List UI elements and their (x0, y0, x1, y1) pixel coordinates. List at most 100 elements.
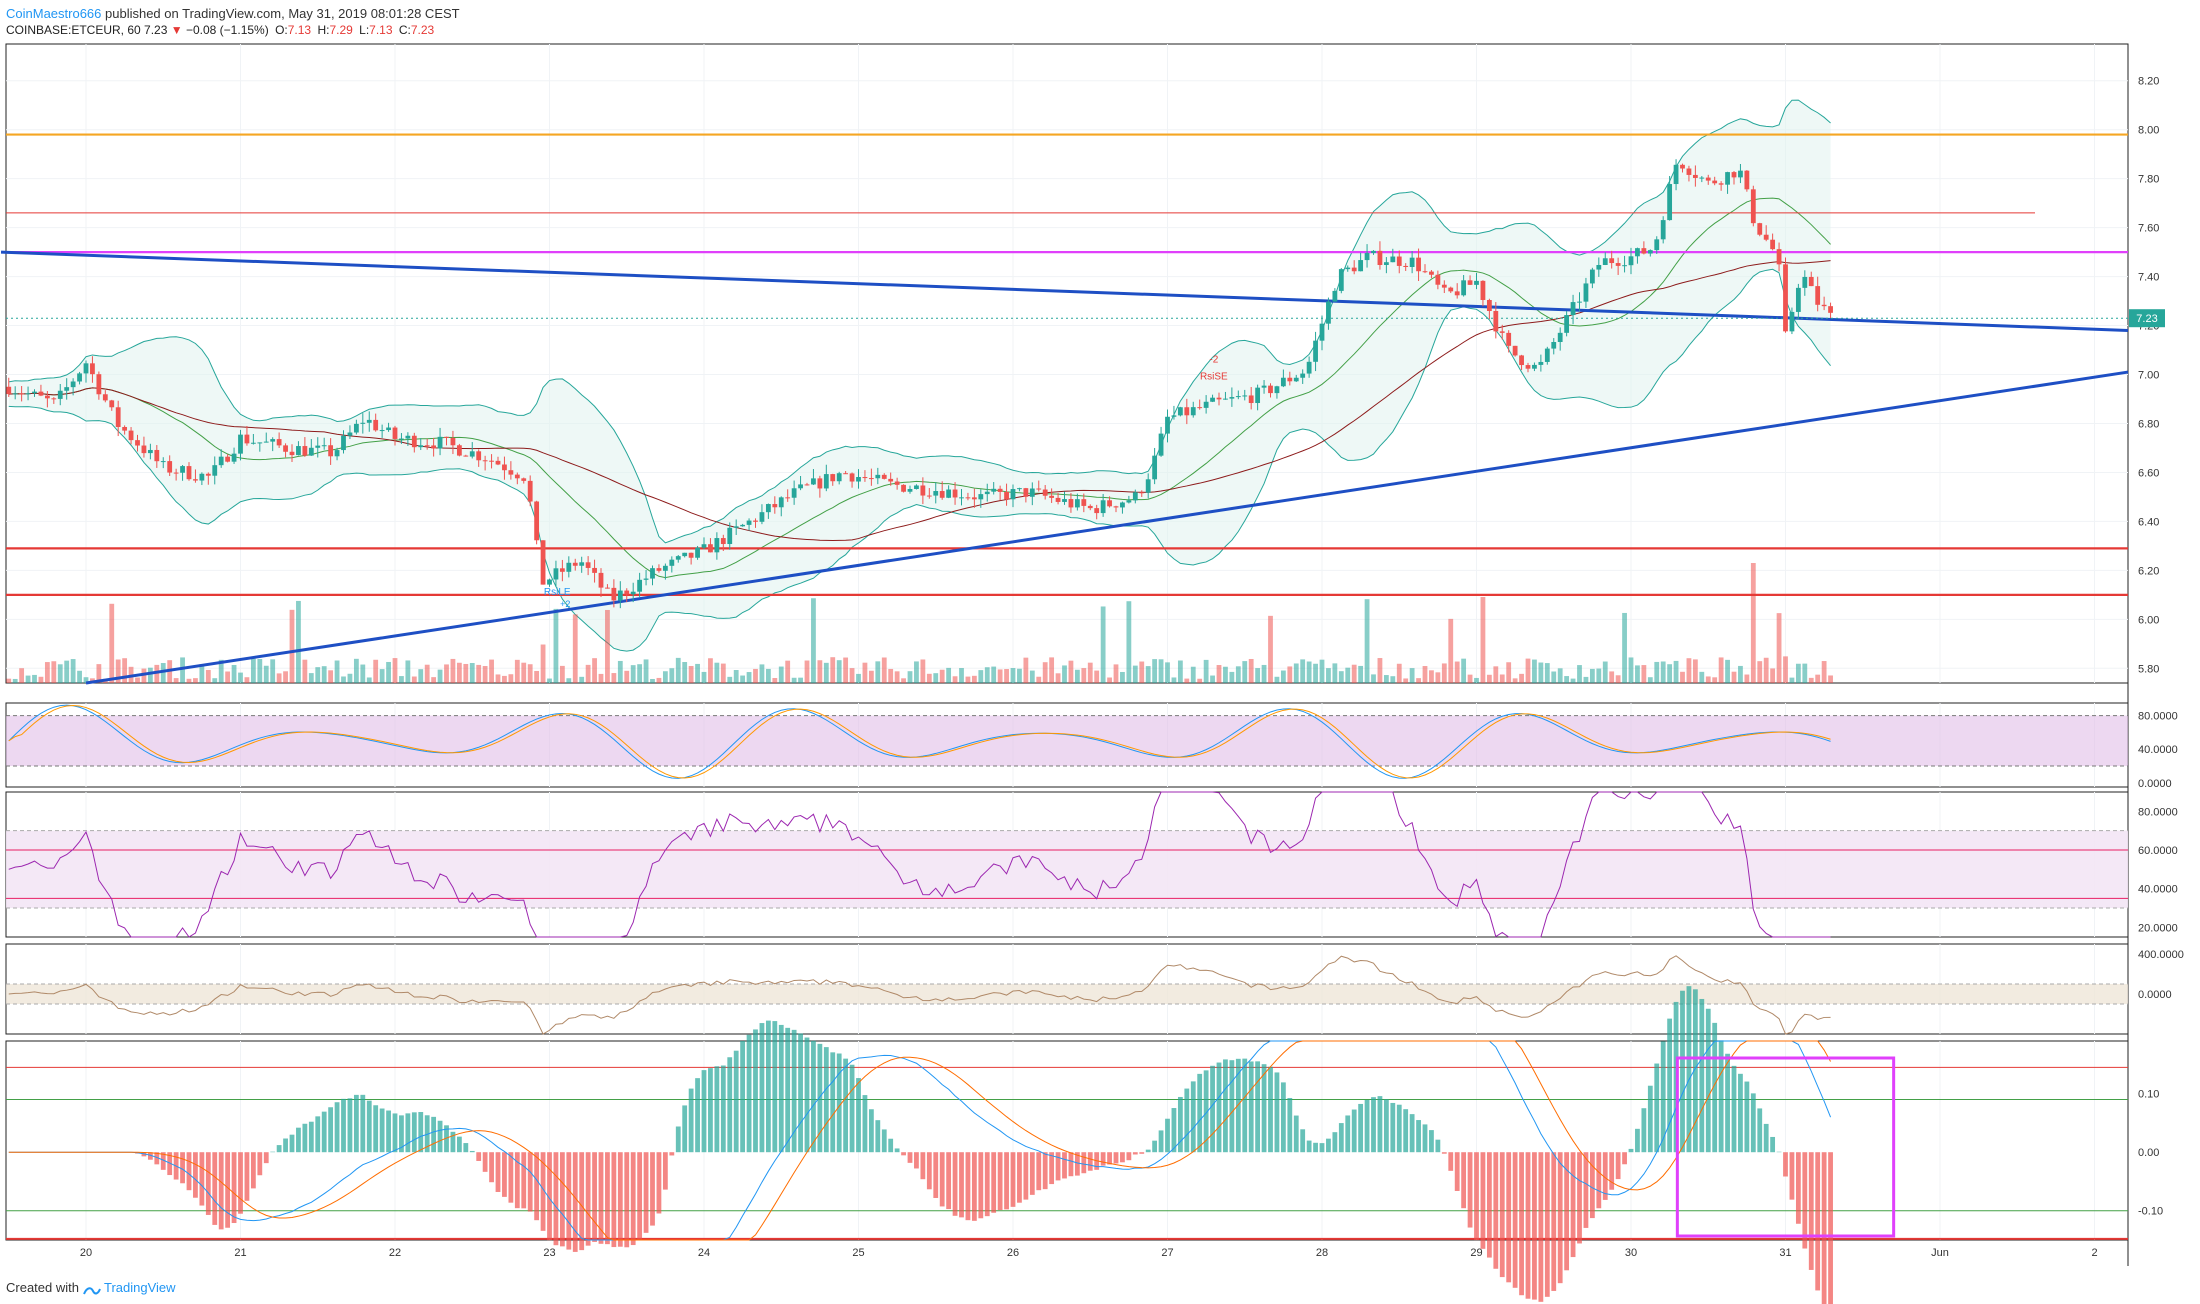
macd-histogram-bar (218, 1152, 224, 1230)
macd-histogram-bar (926, 1152, 932, 1190)
candle-body (1596, 264, 1602, 270)
author-link[interactable]: CoinMaestro666 (6, 6, 102, 21)
macd-histogram-bar (875, 1120, 881, 1153)
candle-body (1358, 260, 1364, 272)
volume-bar (1512, 678, 1518, 683)
volume-bar (669, 668, 675, 683)
macd-histogram-bar (521, 1152, 527, 1209)
candle-body (1280, 377, 1286, 387)
volume-bar (38, 676, 44, 683)
volume-bar (257, 659, 263, 683)
volume-bar (1049, 657, 1055, 683)
volume-bar (386, 661, 391, 683)
candle-body (257, 442, 263, 444)
candle-body (38, 391, 44, 396)
candle-body (1680, 164, 1685, 169)
candle-body (1268, 385, 1273, 394)
volume-bar (25, 675, 31, 683)
candle-body (1673, 164, 1679, 185)
volume-bar (341, 676, 346, 683)
candle-body (1113, 506, 1119, 508)
candle-body (1622, 265, 1627, 267)
macd-histogram-bar (1390, 1102, 1396, 1153)
volume-bar (1261, 664, 1267, 683)
macd-histogram-bar (1120, 1152, 1125, 1163)
volume-bar (1197, 678, 1203, 683)
volume-bar (765, 668, 771, 683)
volume-bar (637, 664, 643, 683)
volume-bar (914, 661, 919, 683)
macd-histogram-bar (147, 1152, 153, 1160)
volume-bar (1300, 659, 1306, 683)
volume-bar (1828, 675, 1833, 683)
macd-histogram-bar (804, 1037, 810, 1153)
volume-bar (263, 665, 269, 683)
volume-bar (1692, 659, 1698, 683)
candle-body (1654, 239, 1660, 251)
price-tick-label: 8.00 (2138, 125, 2159, 137)
macd-histogram-bar (1647, 1085, 1653, 1153)
candle-body (605, 587, 610, 589)
volume-bar (875, 661, 881, 683)
candle-body (1313, 340, 1318, 362)
time-tick-label: 25 (852, 1247, 864, 1259)
candle-body (1486, 300, 1492, 311)
volume-bar (1274, 676, 1280, 683)
macd-histogram-bar (1306, 1140, 1312, 1153)
macd-histogram-bar (1190, 1081, 1196, 1153)
volume-bar (1100, 606, 1106, 683)
macd-histogram-bar (746, 1034, 752, 1153)
candle-body (1738, 170, 1743, 178)
candle-body (411, 435, 417, 448)
macd-histogram-bar (1699, 998, 1705, 1153)
signal-annotation: -2 (1209, 354, 1218, 365)
volume-bar (160, 663, 166, 683)
volume-bar (1177, 660, 1183, 683)
candle-body (1094, 508, 1100, 514)
candle-body (1216, 397, 1222, 400)
volume-bar (746, 672, 752, 683)
candle-body (1042, 489, 1048, 496)
candle-body (1467, 280, 1473, 285)
price-tick-label: 7.40 (2138, 272, 2159, 284)
candle-body (1074, 499, 1080, 508)
candle-body (553, 568, 559, 580)
candle-body (238, 434, 243, 454)
candle-body (997, 488, 1003, 492)
candle-body (225, 456, 231, 462)
candle-body (662, 565, 668, 571)
candle-body (1351, 267, 1357, 272)
candle-body (482, 460, 488, 462)
volume-bar (1345, 667, 1351, 683)
candle-body (1538, 361, 1544, 365)
volume-bar (1087, 662, 1093, 683)
macd-histogram-bar (225, 1152, 231, 1228)
volume-bar (971, 675, 977, 683)
macd-histogram-bar (1326, 1138, 1331, 1153)
macd-histogram-bar (154, 1152, 160, 1165)
macd-histogram-bar (238, 1152, 243, 1214)
candle-body (64, 387, 70, 391)
macd-histogram-bar (1203, 1070, 1209, 1153)
volume-bar (321, 666, 327, 683)
macd-histogram-bar (328, 1107, 334, 1153)
macd-histogram-bar (1377, 1096, 1383, 1153)
macd-histogram-bar (321, 1111, 327, 1153)
candle-body (1293, 377, 1299, 382)
candle-body (1435, 274, 1441, 285)
tradingview-brand[interactable]: TradingView (104, 1280, 176, 1295)
time-tick-label: 23 (543, 1247, 555, 1259)
volume-bar (1010, 668, 1016, 683)
candle-body (1409, 257, 1415, 267)
candle-body (1390, 256, 1396, 263)
volume-bar (1609, 671, 1615, 683)
candle-body (32, 391, 37, 394)
close-value: 7.23 (410, 23, 435, 37)
macd-histogram-bar (347, 1098, 353, 1153)
macd-tick-label: 0.00 (2138, 1147, 2159, 1159)
candle-body (1326, 301, 1331, 324)
volume-bar (1808, 677, 1814, 683)
volume-bar (180, 657, 185, 683)
macd-histogram-bar (341, 1098, 346, 1153)
